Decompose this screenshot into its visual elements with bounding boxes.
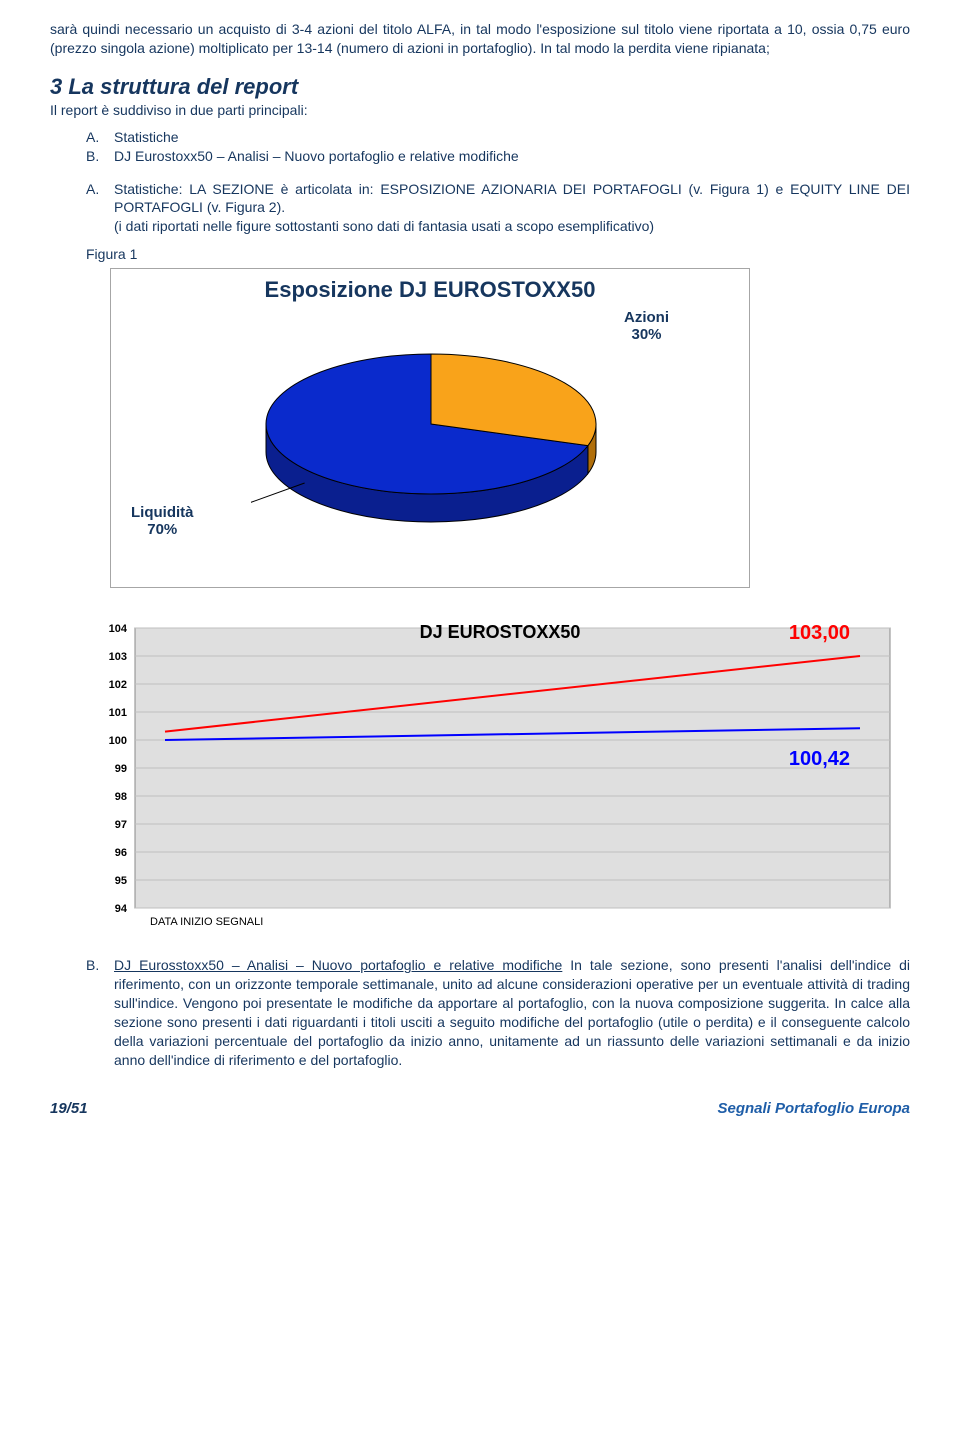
svg-text:96: 96 <box>115 847 127 859</box>
list-item-a: A. Statistiche <box>86 128 910 147</box>
intro-paragraph: sarà quindi necessario un acquisto di 3-… <box>50 20 910 58</box>
line-chart-box: 949596979899100101102103104 DJ EUROSTOXX… <box>80 618 920 938</box>
svg-text:100: 100 <box>109 735 127 747</box>
section-b-rest: In tale sezione, sono presenti l'analisi… <box>114 957 910 1067</box>
ab-list: A. Statistiche B. DJ Eurostoxx50 – Anali… <box>86 128 910 166</box>
footer-page-number: 19/51 <box>50 1100 88 1117</box>
section-b-block: B. DJ Eurosstoxx50 – Analisi – Nuovo por… <box>86 956 910 1069</box>
pie-slice-label-liquidita: Liquidità 70% <box>131 504 194 538</box>
stat-text: Statistiche: LA SEZIONE è articolata in:… <box>114 180 910 218</box>
svg-text:102: 102 <box>109 679 127 691</box>
section-b-underlined: DJ Eurosstoxx50 – Analisi – Nuovo portaf… <box>114 957 562 973</box>
line-xaxis-label: DATA INIZIO SEGNALI <box>150 916 263 928</box>
pie-chart-title: Esposizione DJ EUROSTOXX50 <box>111 277 749 303</box>
stat-paren: (i dati riportati nelle figure sottostan… <box>114 217 910 236</box>
list-text-a: Statistiche <box>114 128 179 147</box>
section-b-body: DJ Eurosstoxx50 – Analisi – Nuovo portaf… <box>114 956 910 1069</box>
footer-title: Segnali Portafoglio Europa <box>717 1100 910 1117</box>
pie-liq-pct: 70% <box>147 521 177 538</box>
svg-text:103: 103 <box>109 651 127 663</box>
line-value-red: 103,00 <box>789 622 850 645</box>
figure-1-label: Figura 1 <box>86 246 910 262</box>
section-3-heading: 3 La struttura del report <box>50 74 910 100</box>
svg-text:99: 99 <box>115 763 127 775</box>
section-3-subline: Il report è suddiviso in due parti princ… <box>50 102 910 118</box>
list-letter-a: A. <box>86 128 104 147</box>
line-chart-svg: 949596979899100101102103104 <box>80 618 920 938</box>
pie-azioni-label: Azioni <box>624 309 669 326</box>
pie-slice-label-azioni: Azioni 30% <box>624 309 669 343</box>
pie-azioni-pct: 30% <box>631 326 661 343</box>
svg-text:97: 97 <box>115 819 127 831</box>
line-value-blue: 100,42 <box>789 748 850 771</box>
list-text-b: DJ Eurostoxx50 – Analisi – Nuovo portafo… <box>114 147 519 166</box>
pie-chart-box: Esposizione DJ EUROSTOXX50 Azioni 30% Li… <box>110 268 750 588</box>
stat-block: A. Statistiche: LA SEZIONE è articolata … <box>86 180 910 237</box>
pie-liq-label: Liquidità <box>131 504 194 521</box>
page-footer: 19/51 Segnali Portafoglio Europa <box>50 1100 910 1117</box>
svg-text:101: 101 <box>109 707 127 719</box>
list-letter-b: B. <box>86 147 104 166</box>
list-item-b: B. DJ Eurostoxx50 – Analisi – Nuovo port… <box>86 147 910 166</box>
section-b-letter: B. <box>86 956 104 1069</box>
svg-text:94: 94 <box>115 903 128 915</box>
stat-letter: A. <box>86 180 104 218</box>
svg-text:98: 98 <box>115 791 127 803</box>
pie-chart-svg <box>251 319 611 549</box>
svg-text:95: 95 <box>115 875 127 887</box>
